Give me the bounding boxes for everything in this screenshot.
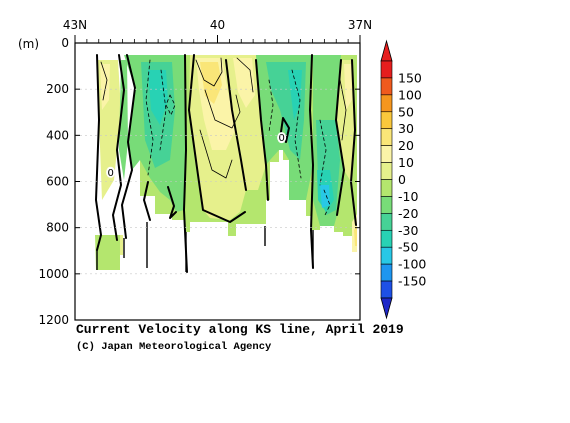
- y-tick-label: 400: [46, 128, 69, 142]
- colorbar-label: 50: [398, 104, 414, 119]
- zero-contour: [112, 54, 125, 241]
- colorbar-swatch: [380, 94, 393, 113]
- minor-contour: [339, 79, 347, 141]
- y-unit-label: (m): [18, 37, 39, 51]
- minor-contour: [204, 89, 241, 129]
- chart-title: Current Velocity along KS line, April 20…: [76, 322, 404, 337]
- negative-contour: [319, 119, 327, 186]
- x-tick-label: 37N: [348, 18, 372, 32]
- field-positive: [354, 226, 357, 246]
- contour-label: 0: [278, 133, 284, 144]
- colorbar-label: 10: [398, 155, 414, 170]
- negative-contour: [268, 79, 274, 133]
- zero-contour: [95, 54, 102, 251]
- y-tick-label: 1200: [38, 313, 69, 327]
- colorbar-swatch: [380, 263, 393, 282]
- colorbar-cap-top: [380, 39, 393, 62]
- y-tick-label: 200: [46, 82, 69, 96]
- colorbar-label: 100: [398, 87, 422, 102]
- zero-contour: [183, 54, 188, 273]
- contour-label-bg: [106, 166, 116, 178]
- zero-contour: [143, 181, 151, 221]
- zero-contour: [335, 59, 345, 216]
- negative-contour: [145, 59, 154, 176]
- colorbar-swatch: [380, 280, 393, 299]
- velocity-field: [95, 55, 357, 272]
- colorbar-cap-bottom: [380, 297, 393, 320]
- colorbar-swatch: [380, 196, 393, 214]
- colorbar-label: -20: [398, 206, 418, 221]
- y-tick-label: 800: [46, 221, 69, 235]
- zero-contour: [280, 117, 290, 143]
- zero-contour: [121, 54, 136, 239]
- colorbar-label: -50: [398, 240, 418, 255]
- zero-contour: [188, 54, 246, 223]
- colorbar-label: -100: [398, 257, 426, 272]
- zero-contour: [225, 59, 247, 191]
- velocity-contours: [95, 54, 357, 273]
- field-negative: [320, 185, 330, 208]
- zero-contour: [167, 186, 177, 219]
- colorbar-swatch: [380, 145, 393, 163]
- credit-line: (C) Japan Meteorological Agency: [76, 341, 272, 353]
- colorbar-swatch: [380, 179, 393, 197]
- colorbar-label: -150: [398, 274, 426, 289]
- y-tick-label: 1000: [38, 267, 69, 281]
- colorbar-label: 150: [398, 70, 422, 85]
- negative-contour: [165, 94, 176, 116]
- zero-contour: [309, 54, 314, 269]
- field-positive: [233, 58, 255, 108]
- contour-label-bg: [277, 132, 287, 144]
- negative-contour: [159, 69, 167, 151]
- colorbar-label: -30: [398, 223, 418, 238]
- field-base: [120, 235, 123, 255]
- colorbar-label: 0: [398, 172, 406, 187]
- y-tick-label: 600: [46, 175, 69, 189]
- colorbar-swatch: [380, 229, 393, 248]
- contour-label: 0: [107, 168, 113, 179]
- field-negative: [288, 70, 302, 120]
- colorbar-swatch: [380, 60, 393, 79]
- minor-contour: [195, 57, 223, 87]
- colorbar-swatch: [380, 246, 393, 265]
- colorbar-swatch: [380, 111, 393, 130]
- zero-contour: [255, 59, 269, 201]
- zero-contour: [350, 59, 357, 226]
- x-tick-label: 43N: [63, 18, 87, 32]
- colorbar-label: 30: [398, 121, 414, 136]
- negative-contour: [323, 189, 331, 216]
- field-positive: [226, 55, 266, 190]
- field-positive: [200, 62, 222, 104]
- colorbar-swatch: [380, 213, 393, 231]
- field-positive: [100, 64, 110, 110]
- minor-contour: [199, 129, 233, 179]
- colorbar-swatch: [380, 77, 393, 96]
- colorbar-swatch: [380, 128, 393, 146]
- negative-contour: [291, 69, 302, 179]
- minor-contour: [100, 61, 108, 101]
- colorbar-swatch: [380, 162, 393, 180]
- minor-contour: [236, 57, 254, 93]
- colorbar-label: -10: [398, 189, 418, 204]
- x-tick-label: 40: [210, 18, 225, 32]
- colorbar-label: 20: [398, 138, 414, 153]
- contour-labels: 00: [106, 132, 287, 179]
- y-tick-label: 0: [61, 36, 69, 50]
- field-positive: [344, 64, 352, 110]
- field-negative: [119, 60, 128, 180]
- axes: 0 200 400 600 800 1000 1200 43N 40 37N: [38, 18, 372, 327]
- field-base: [95, 235, 120, 270]
